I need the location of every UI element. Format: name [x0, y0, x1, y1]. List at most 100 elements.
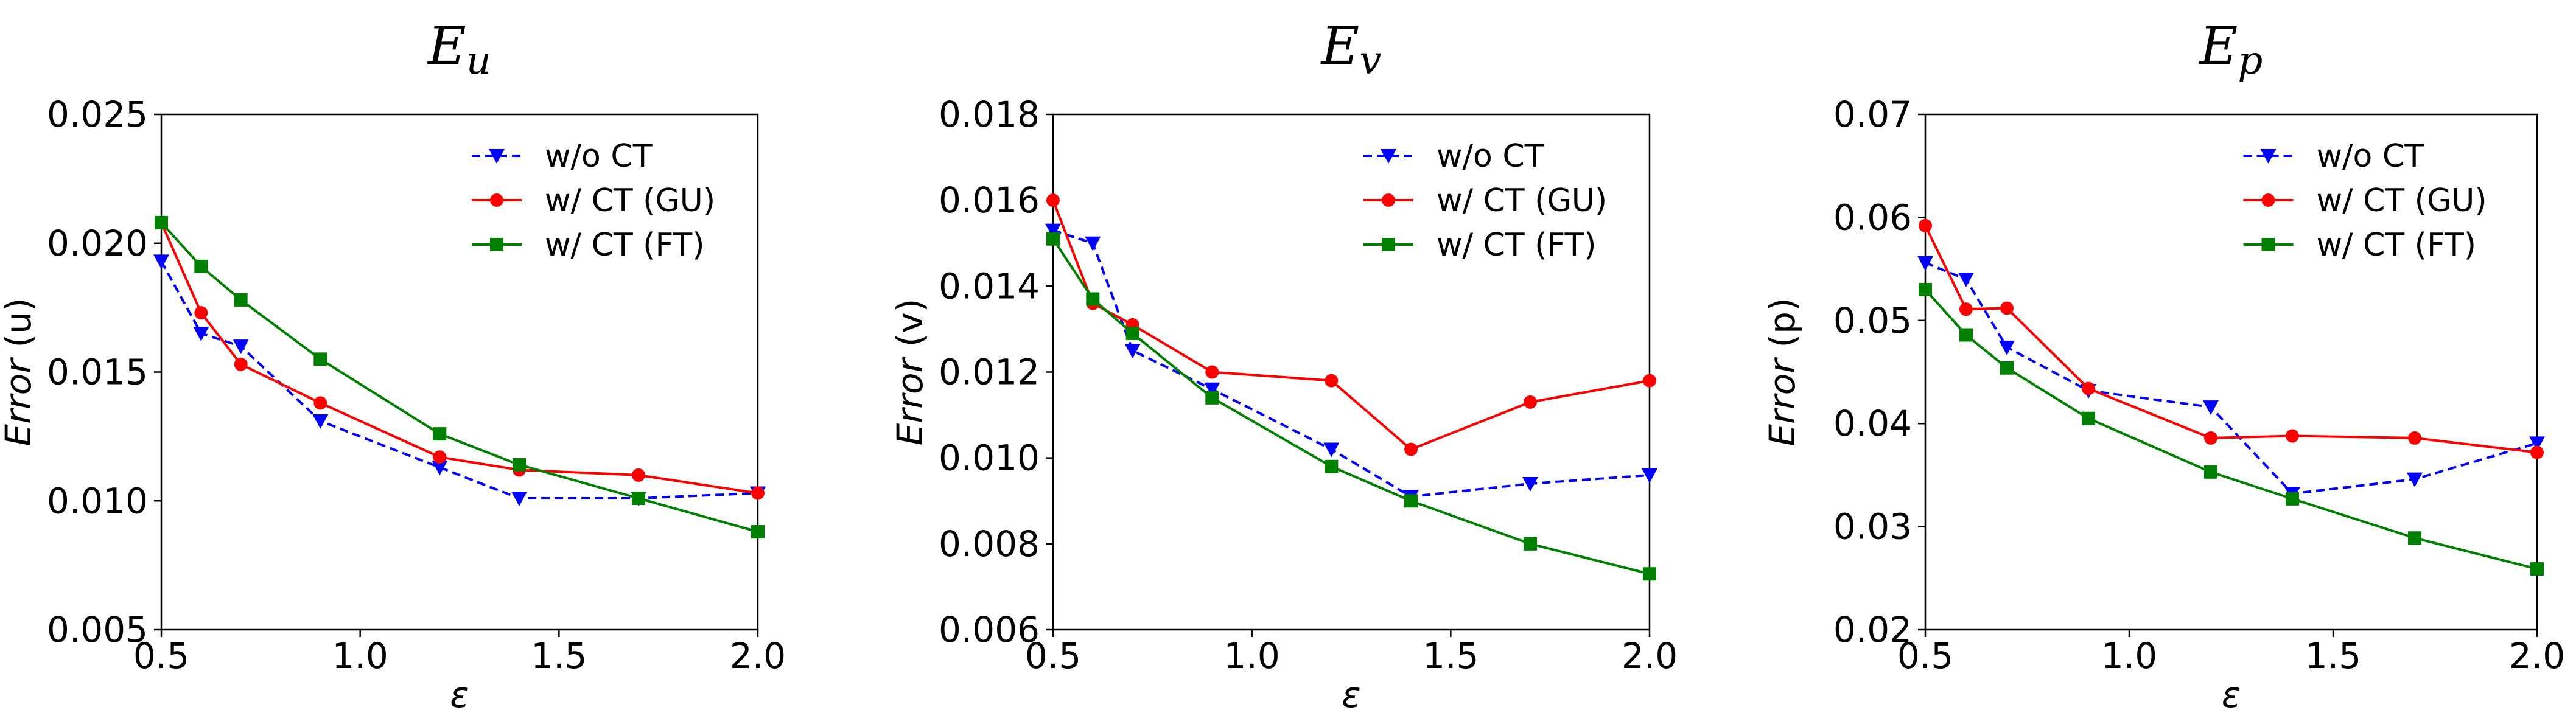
data-point: [1325, 374, 1339, 388]
data-point: [1524, 395, 1537, 409]
data-point: [1046, 232, 1060, 246]
data-point: [2407, 472, 2423, 487]
series-w-o-ct: [153, 254, 766, 507]
legend-entry: w/ CT (GU): [2243, 183, 2487, 219]
x-tick-label: 2.0: [730, 635, 786, 677]
data-point: [1125, 326, 1139, 340]
chart-title: Eu: [427, 16, 491, 83]
data-point: [432, 461, 448, 476]
series-line: [1925, 262, 2538, 495]
x-tick-label: 0.5: [1897, 635, 1953, 677]
data-point: [1958, 273, 1974, 288]
data-point: [234, 293, 248, 307]
chart-title-subscript: u: [466, 38, 491, 83]
x-tick-label: 1.0: [1224, 635, 1280, 677]
y-tick-label: 0.02: [1833, 609, 1912, 650]
data-point: [1085, 236, 1101, 251]
data-point: [1205, 391, 1219, 405]
legend-label: w/o CT: [545, 138, 653, 175]
legend-marker: [490, 238, 503, 251]
x-tick-label: 1.5: [1423, 635, 1479, 677]
data-point: [2408, 531, 2421, 545]
data-point: [1919, 282, 1932, 296]
legend-label: w/ CT (GU): [1437, 183, 1607, 219]
series-line: [160, 221, 758, 533]
legend-entry: w/o CT: [472, 138, 653, 175]
data-point: [1404, 442, 1418, 456]
chart-title-main: E: [427, 16, 466, 77]
y-tick-label: 0.016: [939, 179, 1040, 221]
data-point: [193, 326, 209, 341]
subplot-u: Eu 0.5 1.0 1.5 2.0 0.005 0.010 0.015 0.020 0.025 ε…: [0, 16, 786, 715]
legend-marker: [2261, 193, 2275, 207]
y-tick-label: 0.04: [1833, 403, 1912, 444]
data-point: [1045, 223, 1061, 238]
data-point: [2286, 492, 2299, 506]
data-point: [1323, 442, 1340, 458]
legend-label: w/ CT (FT): [2317, 227, 2477, 263]
data-point: [1524, 537, 1537, 551]
data-point: [2203, 400, 2219, 416]
data-point: [1643, 374, 1656, 388]
y-axis-label: Error (p): [1762, 298, 1803, 446]
data-point: [233, 339, 249, 355]
data-point: [433, 450, 447, 464]
series-w-ct-ft-: [1919, 282, 2544, 576]
data-point: [632, 492, 645, 506]
y-axis-label-error: Error: [1762, 357, 1803, 447]
series-w-o-ct: [1917, 256, 2545, 502]
x-tick-label: 0.5: [1025, 635, 1081, 677]
series-w-ct-ft-: [1046, 232, 1656, 581]
legend-marker: [1381, 149, 1396, 164]
data-point: [511, 492, 527, 507]
y-tick-label: 0.005: [47, 609, 148, 650]
x-tick-label: 1.5: [2305, 635, 2361, 677]
y-axis-label: Error (u): [0, 298, 39, 446]
data-point: [513, 458, 526, 472]
y-tick-label: 0.07: [1833, 94, 1912, 135]
chart-title-subscript: v: [1359, 38, 1381, 83]
data-point: [2204, 431, 2217, 445]
y-axis-label-variable: (p): [1762, 298, 1803, 359]
data-point: [234, 357, 248, 371]
legend-label: w/ CT (FT): [1437, 227, 1597, 263]
data-point: [1919, 218, 1932, 232]
data-point: [2000, 301, 2014, 315]
series-line: [1052, 200, 1650, 451]
series-w-o-ct: [1045, 223, 1657, 505]
y-axis-label-variable: (v): [889, 299, 931, 358]
data-point: [632, 468, 645, 482]
data-point: [2530, 562, 2544, 576]
data-point: [1522, 477, 1538, 492]
data-point: [1642, 468, 1657, 483]
series-line: [1052, 238, 1650, 576]
y-axis-label-variable: (u): [0, 298, 39, 358]
series-w-ct-gu-: [1919, 218, 2544, 459]
series-w-ct-gu-: [155, 215, 765, 500]
data-point: [2408, 431, 2421, 445]
x-tick-label: 1.0: [332, 635, 388, 677]
data-point: [751, 486, 765, 500]
subplot-v: Ev 0.5 1.0 1.5 2.0 0.006 0.008 0.010 0.012 0.014 0…: [889, 16, 1678, 715]
legend-marker: [490, 193, 503, 207]
data-point: [1046, 193, 1060, 207]
data-point: [313, 396, 327, 410]
data-point: [153, 254, 169, 270]
data-point: [1999, 340, 2015, 355]
data-point: [751, 525, 765, 539]
y-tick-label: 0.05: [1833, 300, 1912, 341]
y-tick-label: 0.020: [47, 223, 148, 264]
data-point: [194, 259, 208, 273]
data-point: [1959, 328, 1973, 342]
chart-title-main: E: [1320, 16, 1360, 77]
data-point: [2082, 411, 2095, 425]
legend-entry: w/ CT (FT): [2243, 227, 2477, 263]
chart-title: Ev: [1320, 16, 1382, 83]
x-axis-label: ε: [1342, 674, 1360, 715]
legend-marker: [1382, 238, 1395, 251]
data-point: [1086, 292, 1100, 306]
data-point: [2000, 361, 2014, 375]
x-tick-label: 2.0: [2509, 635, 2565, 677]
axes-frame: [1924, 113, 2538, 631]
